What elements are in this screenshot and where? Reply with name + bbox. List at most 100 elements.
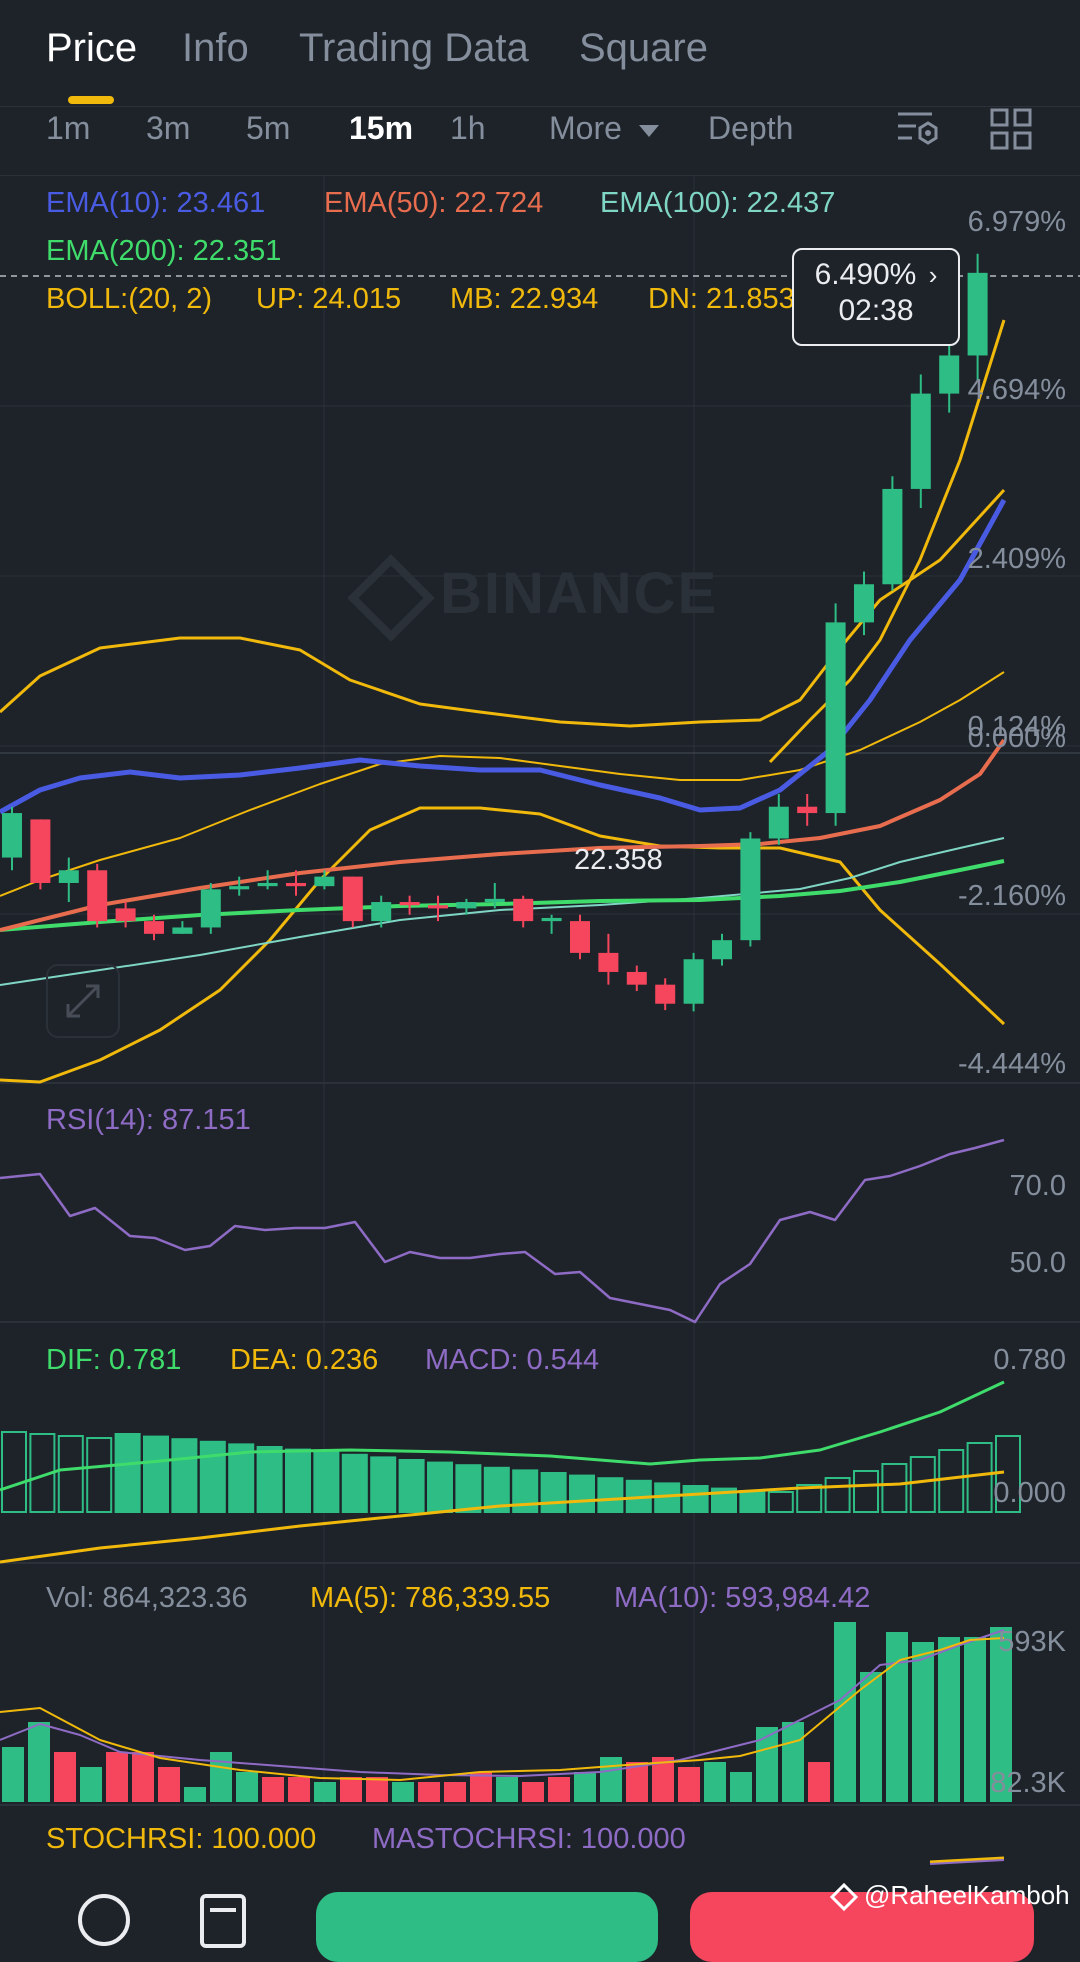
macd-histogram-bar <box>228 1443 255 1514</box>
price-tag-countdown: 02:38 <box>838 294 914 327</box>
binance-watermark: BINANCE <box>347 553 718 642</box>
expand-icon <box>66 984 100 1018</box>
candle-body <box>740 838 761 941</box>
macd-histogram-bar <box>86 1437 113 1513</box>
volume-bar <box>548 1777 570 1802</box>
candle-body <box>967 272 988 356</box>
buy-button[interactable] <box>316 1892 658 1962</box>
candle-body <box>768 806 789 839</box>
candle-body <box>30 819 51 883</box>
binance-logo-icon <box>829 1882 859 1912</box>
credit-watermark: @RaheelKamboh <box>829 1880 1070 1912</box>
low-price-marker: 22.358 <box>574 844 663 876</box>
price-tag-percent: 6.490% › <box>814 258 938 291</box>
candle-body <box>655 984 676 1004</box>
volume-bar <box>236 1772 258 1802</box>
candle-body <box>428 905 448 909</box>
macd-histogram-bar <box>455 1464 482 1513</box>
volume-bar <box>600 1757 622 1802</box>
price-axis-label: -2.160% <box>957 880 1066 912</box>
candle-body <box>626 971 647 985</box>
candle-body <box>854 584 874 623</box>
candle-body <box>598 952 619 972</box>
candle-body <box>712 940 732 960</box>
depth-tab[interactable]: Depth <box>708 110 794 146</box>
volume-bar <box>990 1627 1012 1802</box>
macd-dif-line <box>0 1380 1005 1492</box>
orders-icon-line <box>210 1908 236 1912</box>
ema200-label: EMA(200): 22.351 <box>46 235 282 267</box>
candle-body <box>513 898 534 922</box>
candle-body <box>825 622 846 814</box>
macd-histogram-bar <box>285 1448 311 1513</box>
tab-divider <box>0 106 1080 107</box>
chevron-right-icon: › <box>928 260 938 290</box>
timeframe-15m[interactable]: 15m <box>349 110 414 146</box>
volume-bar <box>54 1752 76 1802</box>
candle-body <box>371 902 392 922</box>
price-axis-label: 6.979% <box>967 206 1066 238</box>
macd-histogram-bar <box>569 1474 595 1513</box>
volume-bar <box>288 1777 310 1802</box>
tab-square[interactable]: Square <box>579 26 708 70</box>
price-axis-label: -4.444% <box>957 1048 1066 1080</box>
candle-body <box>286 882 306 887</box>
ema200-line <box>0 859 1005 932</box>
volume-bar <box>834 1622 856 1802</box>
macd-histogram-bar <box>682 1485 709 1513</box>
expand-chart-button[interactable] <box>46 964 120 1038</box>
candle-body <box>342 876 363 922</box>
volume-bar <box>262 1777 284 1802</box>
volume-bar <box>522 1782 544 1802</box>
timeframe-5m[interactable]: 5m <box>246 110 291 146</box>
timeframe-1h[interactable]: 1h <box>450 110 486 146</box>
layout-grid-icon[interactable] <box>990 108 1032 150</box>
candle-body <box>314 876 335 887</box>
macd-histogram-bar <box>597 1477 624 1513</box>
price-axis-label: 4.694% <box>967 374 1066 406</box>
volume-ma10-label: MA(10): 593,984.42 <box>614 1582 871 1614</box>
rsi-line <box>0 1138 1005 1324</box>
boll-label: BOLL:(20, 2) <box>46 283 213 315</box>
ema100-label: EMA(100): 22.437 <box>600 187 836 219</box>
volume-bar <box>470 1772 492 1802</box>
tab-info[interactable]: Info <box>182 26 249 70</box>
chart-settings-icon[interactable] <box>896 108 940 148</box>
chat-icon[interactable] <box>78 1894 130 1946</box>
macd-histogram-bar <box>654 1482 681 1514</box>
volume-bar <box>158 1767 180 1802</box>
boll-upper-rising-line <box>768 319 1006 764</box>
volume-bar <box>132 1752 154 1802</box>
boll-middle-line <box>0 671 1005 897</box>
volume-ma5-line <box>0 1637 1005 1781</box>
tab-trading-data[interactable]: Trading Data <box>299 26 529 70</box>
timeframe-more[interactable]: More <box>549 110 659 147</box>
macd-histogram-bar <box>256 1446 283 1513</box>
macd-dea-label: DEA: 0.236 <box>230 1344 379 1376</box>
volume-bar <box>886 1632 908 1802</box>
tab-price[interactable]: Price <box>46 26 138 70</box>
ema50-label: EMA(50): 22.724 <box>324 187 544 219</box>
candle-body <box>172 927 193 934</box>
ema10-label: EMA(10): 23.461 <box>46 187 266 219</box>
candle-body <box>58 870 79 883</box>
macd-histogram-bar <box>909 1456 936 1513</box>
candle-body <box>797 806 818 814</box>
orders-icon[interactable] <box>200 1894 246 1948</box>
macd-histogram-bar <box>341 1453 368 1514</box>
volume-axis-label: 593K <box>998 1626 1066 1658</box>
macd-histogram-bar <box>881 1463 908 1513</box>
timeframe-3m[interactable]: 3m <box>146 110 191 146</box>
boll-dn-label: DN: 21.853 <box>648 283 795 315</box>
macd-histogram-bar <box>711 1487 737 1513</box>
volume-bar <box>314 1782 336 1802</box>
timeframe-1m[interactable]: 1m <box>46 110 91 146</box>
current-price-tag[interactable]: 6.490% › 02:38 <box>792 248 960 346</box>
volume-bar <box>808 1762 830 1802</box>
volume-ma10-line <box>0 1629 1005 1777</box>
volume-bar <box>730 1772 752 1802</box>
volume-bar <box>28 1722 50 1802</box>
candle-body <box>541 917 562 922</box>
macd-histogram-bar <box>739 1490 766 1513</box>
